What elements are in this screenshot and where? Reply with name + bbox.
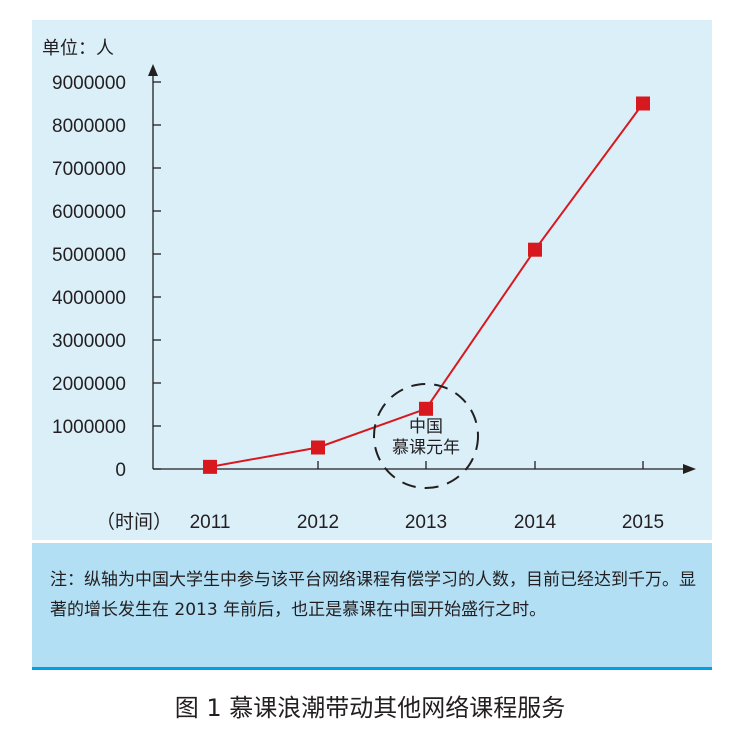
x-tick-label: 2013 [405, 512, 447, 533]
x-axis-label: （时间） [96, 511, 172, 533]
data-point-marker [528, 242, 542, 257]
note-panel: 注：纵轴为中国大学生中参与该平台网络课程有偿学习的人数，目前已经达到千万。显著的… [32, 540, 712, 670]
annotation-text: 中国 [409, 417, 443, 436]
chart-panel [32, 20, 712, 540]
y-tick-label: 8000000 [52, 116, 126, 137]
note-text: 注：纵轴为中国大学生中参与该平台网络课程有偿学习的人数，目前已经达到千万。显著的… [50, 570, 696, 620]
x-tick-label: 2015 [622, 512, 664, 533]
y-tick-labels: 0 1000000 2000000 3000000 4000000 5000000 6000… [52, 73, 126, 481]
data-point-marker [311, 440, 325, 455]
y-tick-label: 9000000 [52, 73, 126, 94]
unit-label: 单位：人 [42, 38, 114, 58]
data-point-marker [419, 401, 433, 416]
series-layer [203, 96, 650, 474]
x-tick-labels: 2011 2012 2013 2014 2015 [190, 512, 665, 533]
x-tick-label: 2014 [514, 512, 557, 533]
annotation-text: 慕课元年 [392, 438, 460, 457]
chart-axes [148, 64, 696, 474]
annotation-dashed-circle [373, 383, 479, 489]
y-tick-label: 1000000 [52, 417, 126, 438]
data-point-marker [203, 459, 217, 474]
y-tick-label: 0 [115, 460, 126, 481]
y-tick-label: 3000000 [52, 331, 126, 352]
y-tick-label: 5000000 [52, 245, 126, 266]
y-tick-label: 2000000 [52, 374, 126, 395]
data-point-marker [636, 96, 650, 111]
y-tick-label: 6000000 [52, 202, 126, 223]
x-tick-label: 2012 [297, 512, 339, 533]
y-axis-arrow [148, 64, 158, 76]
y-tick-label: 4000000 [52, 288, 126, 309]
line-chart: 0 1000000 2000000 3000000 4000000 5000000 6000… [42, 38, 696, 533]
figure-caption: 图 1 慕课浪潮带动其他网络课程服务 [174, 694, 566, 722]
x-axis-arrow [683, 464, 696, 474]
y-tick-label: 7000000 [52, 159, 126, 180]
x-tick-label: 2011 [190, 512, 231, 533]
